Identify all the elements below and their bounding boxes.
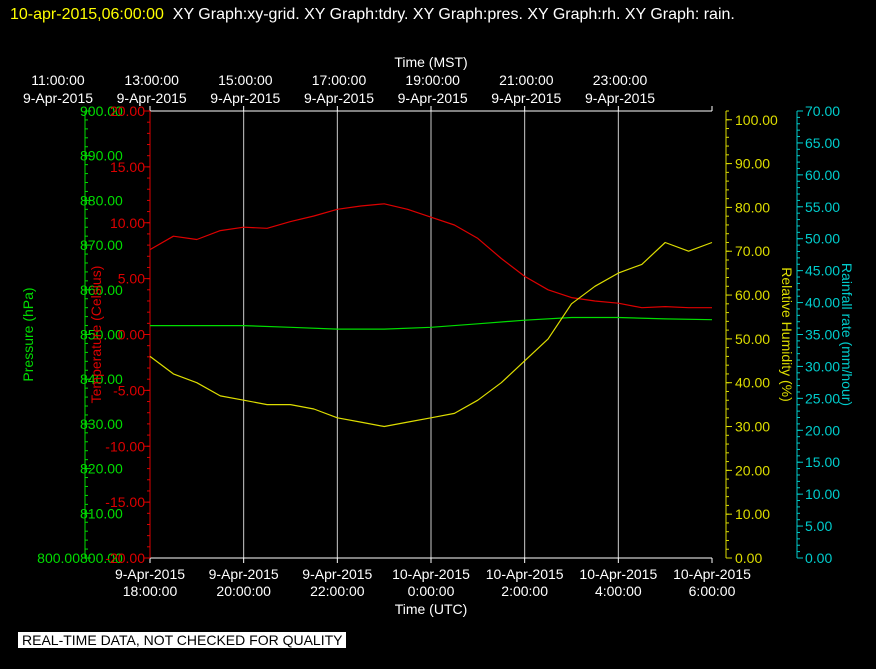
rh-tick-label: 60.00 — [735, 287, 770, 303]
bottom-tick-time: 0:00:00 — [408, 583, 455, 599]
pres-tick-label: 800.00 — [80, 550, 123, 566]
pres-tick-label: 840.00 — [80, 371, 123, 387]
rain-tick-label: 35.00 — [805, 327, 840, 343]
tdry-tick-label: -15.00 — [105, 494, 145, 510]
rh-tick-label: 20.00 — [735, 462, 770, 478]
rain-tick-label: 60.00 — [805, 167, 840, 183]
tdry-tick-label: 10.00 — [110, 215, 145, 231]
header-timestamp: 10-apr-2015,06:00:00 — [10, 6, 164, 23]
rh-tick-label: 10.00 — [735, 506, 770, 522]
rain-tick-label: 65.00 — [805, 135, 840, 151]
rh-tick-label: 100.00 — [735, 112, 778, 128]
pres-tick-label: 810.00 — [80, 505, 123, 521]
bottom-tick-date: 9-Apr-2015 — [115, 566, 185, 582]
rh-tick-label: 40.00 — [735, 375, 770, 391]
top-tick-time: 23:00:00 — [593, 72, 648, 88]
top-tick-time: 19:00:00 — [405, 72, 460, 88]
top-tick-date: 9-Apr-2015 — [304, 90, 374, 106]
rh-tick-label: 0.00 — [735, 550, 762, 566]
tdry-axis-label: Temperature (Celsius) — [88, 266, 104, 404]
pres-tick-label: 820.00 — [80, 461, 123, 477]
rain-tick-label: 50.00 — [805, 231, 840, 247]
rain-tick-label: 20.00 — [805, 422, 840, 438]
rain-tick-label: 30.00 — [805, 358, 840, 374]
quality-note: REAL-TIME DATA, NOT CHECKED FOR QUALITY — [18, 632, 347, 648]
pres-tick-label-extra: 800.00 — [37, 550, 80, 566]
rain-tick-label: 40.00 — [805, 295, 840, 311]
pres-tick-label: 900.00 — [80, 103, 123, 119]
bottom-tick-time: 6:00:00 — [689, 583, 736, 599]
rh-tick-label: 90.00 — [735, 156, 770, 172]
bottom-axis-label: Time (UTC) — [395, 601, 468, 617]
tdry-tick-label: 0.00 — [118, 327, 145, 343]
bottom-tick-time: 4:00:00 — [595, 583, 642, 599]
pres-tick-label: 860.00 — [80, 282, 123, 298]
rh-tick-label: 50.00 — [735, 331, 770, 347]
top-tick-date: 9-Apr-2015 — [585, 90, 655, 106]
bottom-tick-date: 10-Apr-2015 — [579, 566, 657, 582]
top-tick-date: 9-Apr-2015 — [491, 90, 561, 106]
rh-tick-label: 80.00 — [735, 199, 770, 215]
bottom-tick-time: 22:00:00 — [310, 583, 365, 599]
tdry-tick-label: -10.00 — [105, 438, 145, 454]
bottom-tick-date: 10-Apr-2015 — [673, 566, 751, 582]
tdry-tick-label: 15.00 — [110, 159, 145, 175]
tdry-tick-label: -20.00 — [105, 550, 145, 566]
top-tick-time: 13:00:00 — [124, 72, 179, 88]
bottom-tick-time: 18:00:00 — [123, 583, 178, 599]
rain-tick-label: 15.00 — [805, 454, 840, 470]
rain-tick-label: 70.00 — [805, 103, 840, 119]
tdry-tick-label: 5.00 — [118, 271, 145, 287]
pres-tick-label: 830.00 — [80, 416, 123, 432]
top-tick-date: 9-Apr-2015 — [23, 90, 93, 106]
bottom-tick-date: 9-Apr-2015 — [209, 566, 279, 582]
top-tick-date: 9-Apr-2015 — [398, 90, 468, 106]
tdry-tick-label: -5.00 — [113, 382, 145, 398]
rain-tick-label: 55.00 — [805, 199, 840, 215]
pres-series-line — [150, 316, 713, 330]
top-axis-label: Time (MST) — [394, 54, 467, 70]
top-tick-time: 21:00:00 — [499, 72, 554, 88]
bottom-tick-time: 2:00:00 — [501, 583, 548, 599]
bottom-tick-date: 10-Apr-2015 — [486, 566, 564, 582]
header-graph-list: XY Graph:xy-grid. XY Graph:tdry. XY Grap… — [172, 6, 735, 23]
rain-tick-label: 10.00 — [805, 486, 840, 502]
bottom-tick-time: 20:00:00 — [216, 583, 271, 599]
pres-axis-label: Pressure (hPa) — [20, 287, 36, 381]
tdry-series-line — [149, 203, 712, 309]
rain-tick-label: 5.00 — [805, 518, 832, 534]
rh-tick-label: 30.00 — [735, 419, 770, 435]
rh-series-line — [149, 241, 713, 428]
top-tick-time: 11:00:00 — [31, 72, 85, 88]
rain-axis-label: Rainfall rate (mm/hour) — [839, 263, 855, 406]
pres-tick-label: 870.00 — [80, 237, 123, 253]
rain-tick-label: 25.00 — [805, 390, 840, 406]
chart-header: 10-apr-2015,06:00:00 XY Graph:xy-grid. X… — [10, 2, 866, 28]
rain-tick-label: 0.00 — [805, 550, 832, 566]
top-tick-time: 15:00:00 — [218, 72, 273, 88]
pres-tick-label: 880.00 — [80, 192, 123, 208]
rain-tick-label: 45.00 — [805, 263, 840, 279]
top-tick-date: 9-Apr-2015 — [210, 90, 280, 106]
top-tick-time: 17:00:00 — [312, 72, 367, 88]
bottom-tick-date: 9-Apr-2015 — [302, 566, 372, 582]
bottom-tick-date: 10-Apr-2015 — [392, 566, 470, 582]
top-tick-date: 9-Apr-2015 — [117, 90, 187, 106]
rh-tick-label: 70.00 — [735, 243, 770, 259]
pres-tick-label: 850.00 — [80, 327, 123, 343]
pres-tick-label: 890.00 — [80, 148, 123, 164]
tdry-tick-label: 20.00 — [110, 103, 145, 119]
rh-axis-label: Relative Humidity (%) — [779, 267, 795, 402]
